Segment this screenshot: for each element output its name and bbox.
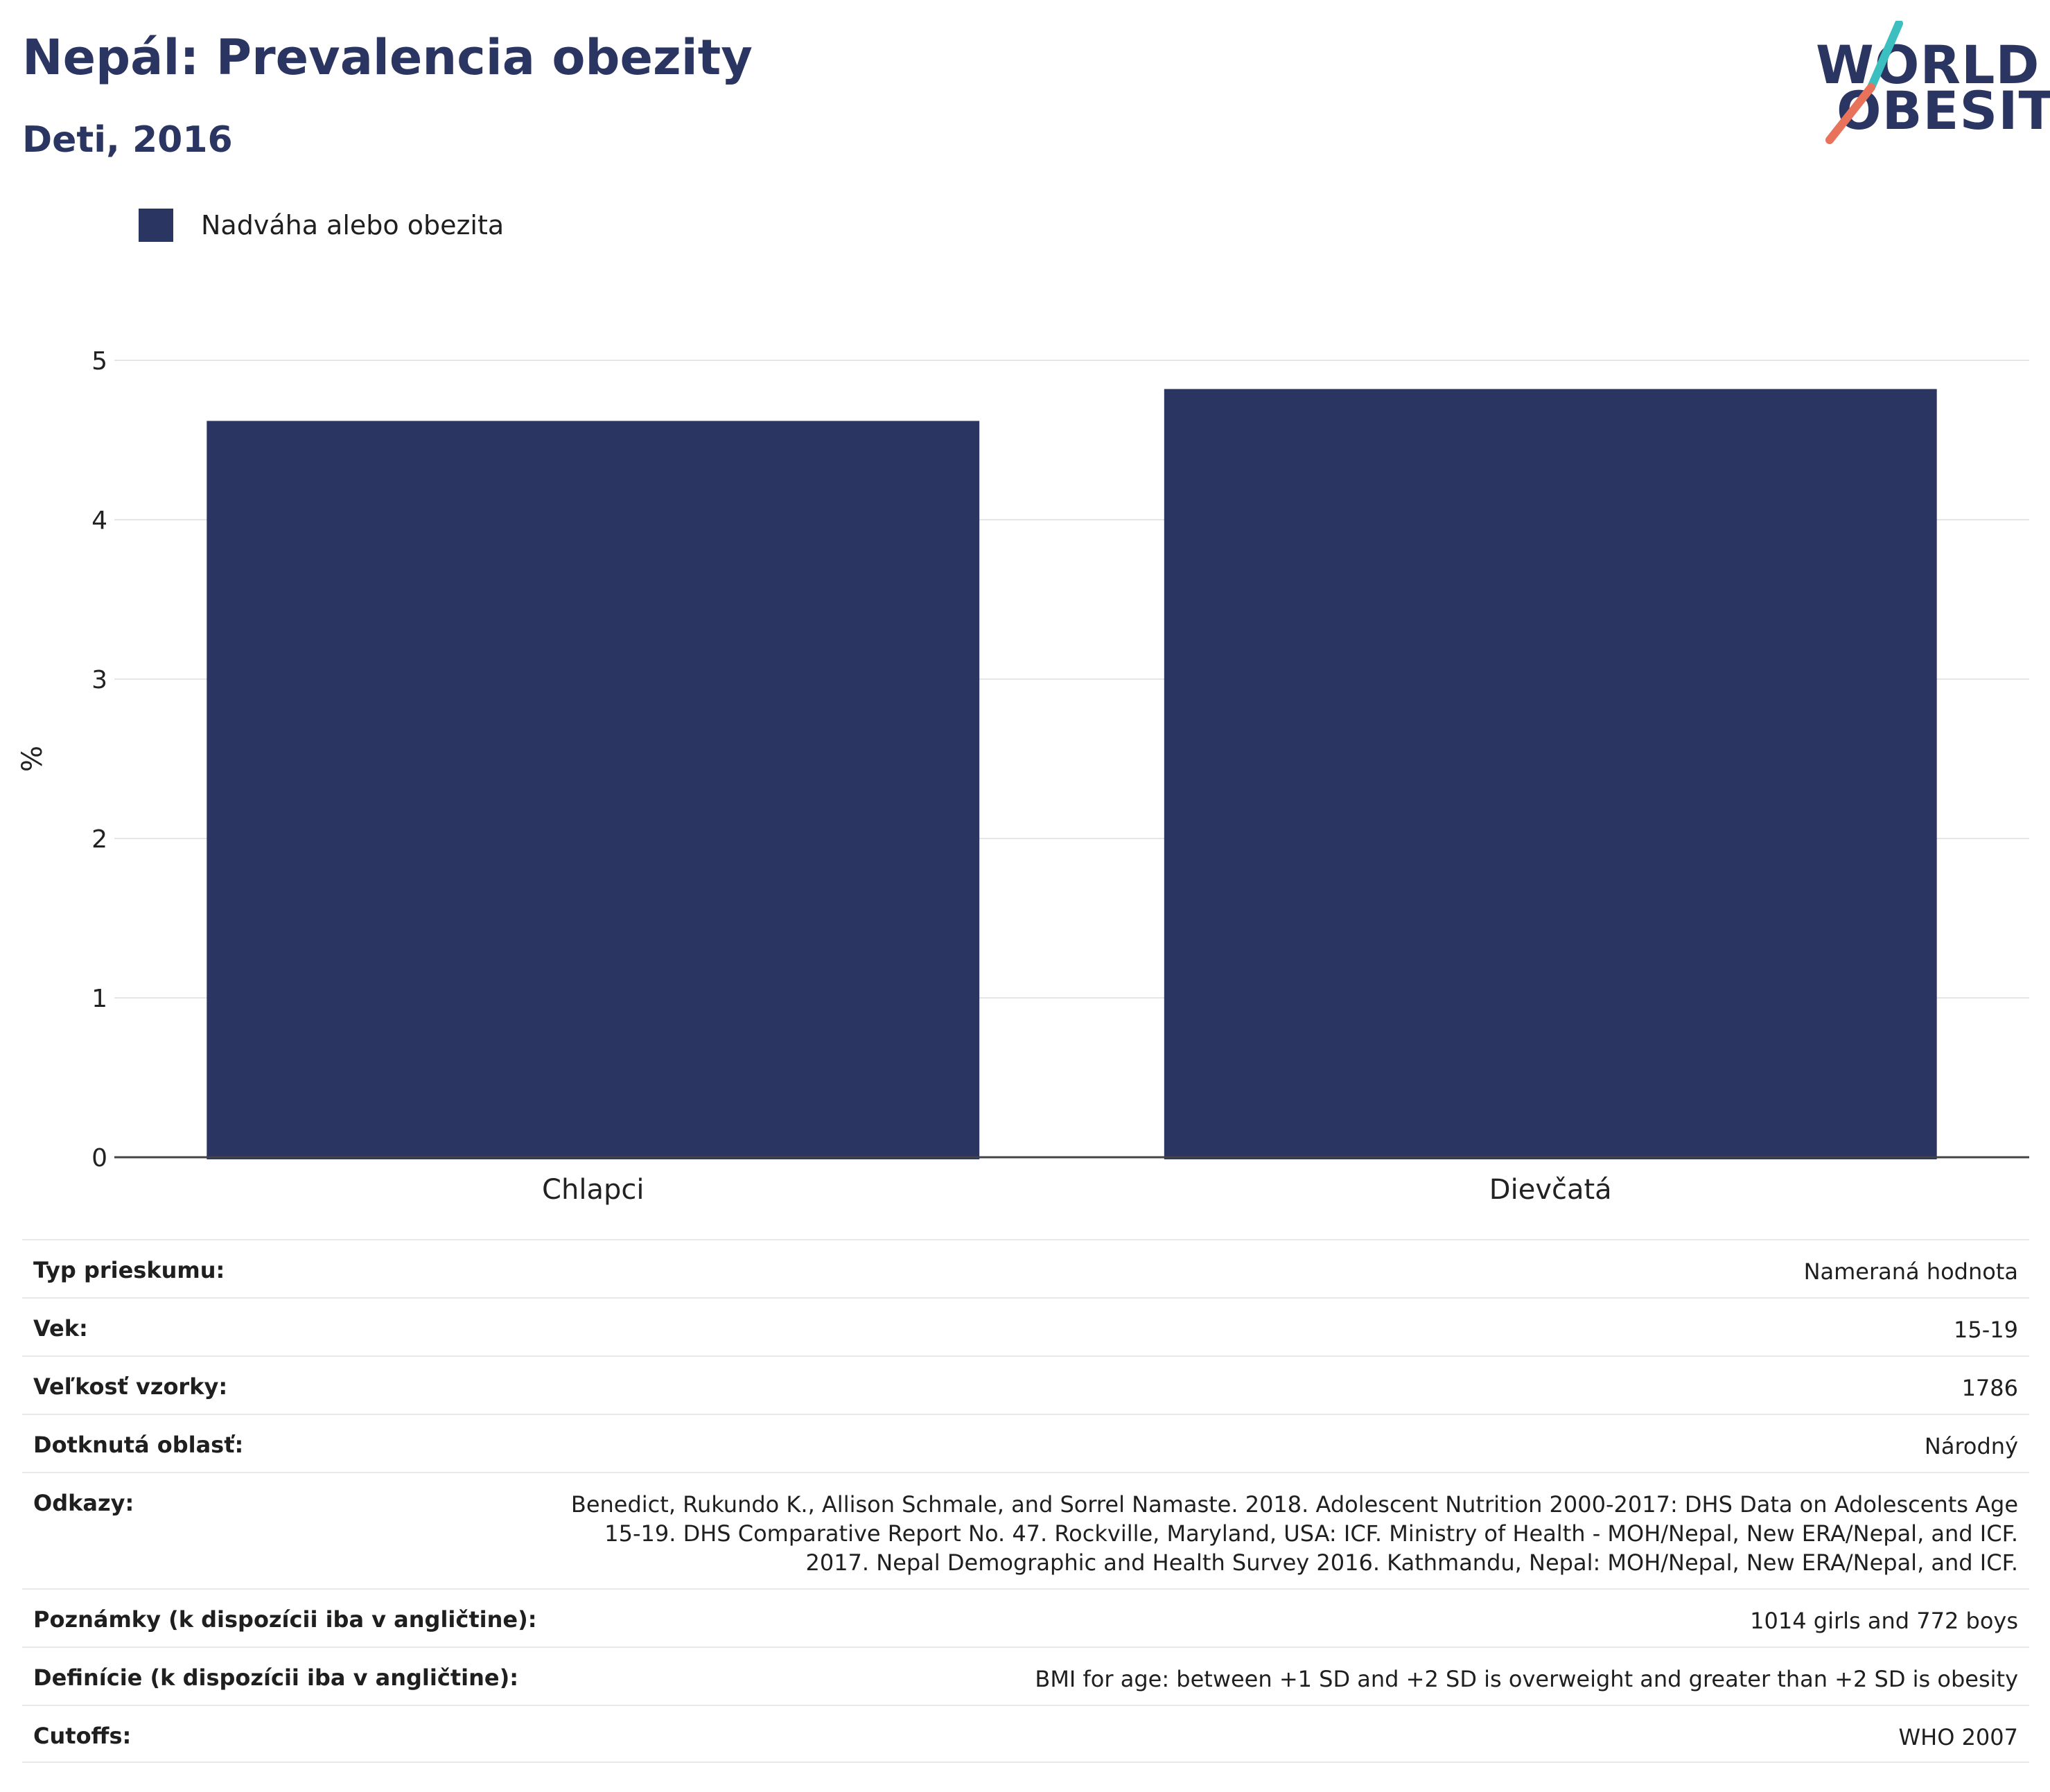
meta-label: Veľkosť vzorky: [33,1373,228,1400]
meta-value: 1014 girls and 772 boys [1750,1608,2018,1634]
meta-label: Poznámky (k dispozícii iba v angličtine)… [33,1606,537,1633]
y-tick-label: 3 [91,666,107,694]
meta-label: Dotknutá oblasť: [33,1432,244,1458]
bar-1 [1164,389,1937,1159]
meta-label: Odkazy: [33,1490,134,1516]
bar-0 [207,421,980,1159]
meta-value: 1786 [1961,1375,2018,1401]
y-axis-title: % [17,746,49,772]
meta-label: Definície (k dispozícii iba v angličtine… [33,1664,518,1691]
legend-label: Nadváha alebo obezita [201,210,505,240]
meta-value: Nameraná hodnota [1803,1258,2018,1285]
legend-swatch [139,209,173,242]
meta-value: Národný [1924,1433,2018,1459]
meta-row: Vek: 15-19 [22,1297,2029,1355]
meta-row: Typ prieskumu: Nameraná hodnota [22,1239,2029,1297]
meta-value: 15-19 [1954,1317,2018,1343]
meta-row: Poznámky (k dispozícii iba v angličtine)… [22,1588,2029,1646]
y-tick-label: 0 [91,1144,107,1172]
logo-line-2: OBESITY [1837,80,2050,141]
meta-label: Typ prieskumu: [33,1257,225,1283]
y-tick-labels: 0 1 2 3 4 5 [91,347,107,1172]
chart-legend: Nadváha alebo obezita [139,208,504,243]
meta-label: Cutoffs: [33,1723,132,1749]
page-subtitle: Deti, 2016 [22,119,233,161]
logo-slash-icon [1825,21,1903,144]
logo-line-1: WORLD [1816,34,2040,96]
y-tick-label: 1 [91,985,107,1013]
meta-label: Vek: [33,1315,88,1342]
page-title: Nepál: Prevalencia obezity [22,29,753,86]
meta-value: WHO 2007 [1898,1724,2019,1750]
x-category-label: Dievčatá [1489,1174,1612,1206]
meta-row: Dotknutá oblasť: Národný [22,1414,2029,1472]
y-tick-label: 4 [91,507,107,535]
x-category-label: Chlapci [542,1174,644,1206]
world-obesity-logo: WORLD OBESITY [1802,21,2050,146]
bars [207,389,1937,1159]
bar-chart: 0 1 2 3 4 5 Chlapci Dievčatá % [17,347,2029,1206]
meta-row: Odkazy: Benedict, Rukundo K., Allison Sch… [22,1472,2029,1588]
meta-value: Benedict, Rukundo K., Allison Schmale, a… [570,1491,2018,1576]
meta-row: Veľkosť vzorky: 1786 [22,1355,2029,1414]
meta-row: Cutoffs: WHO 2007 [22,1705,2029,1763]
survey-metadata-table: Typ prieskumu: Nameraná hodnota Vek: 15-19 V… [22,1239,2029,1763]
x-category-labels: Chlapci Dievčatá [542,1174,1612,1206]
y-tick-label: 2 [91,825,107,854]
meta-row: Definície (k dispozícii iba v angličtine… [22,1646,2029,1705]
meta-value: BMI for age: between +1 SD and +2 SD is … [1035,1666,2018,1692]
y-tick-label: 5 [91,347,107,376]
